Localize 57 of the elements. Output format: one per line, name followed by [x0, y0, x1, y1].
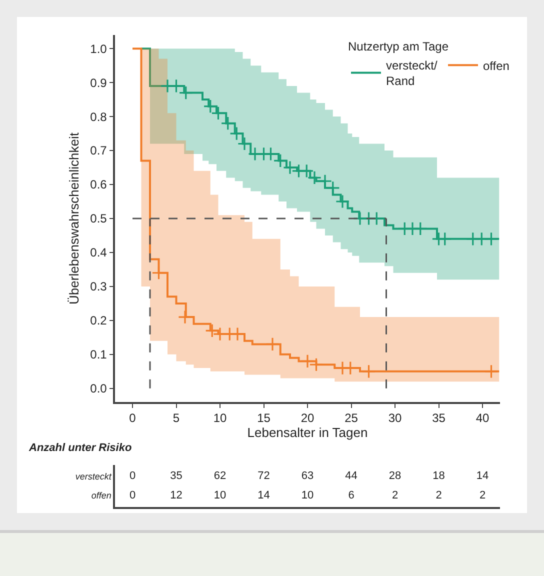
- y-tick-label: 0.0: [90, 382, 108, 396]
- x-tick-label: 20: [300, 411, 314, 426]
- x-tick-label: 40: [476, 411, 490, 426]
- y-tick-label: 0.5: [90, 212, 108, 226]
- data-label: 2: [392, 489, 398, 502]
- y-tick-label: offen: [91, 490, 112, 501]
- data-label: 0: [129, 470, 136, 482]
- y-tick-label: 0.2: [90, 314, 108, 328]
- x-tick-label: 35: [432, 411, 446, 426]
- x-tick-label: 5: [172, 411, 180, 426]
- y-tick-label: 0.6: [90, 178, 108, 192]
- x-tick-label: 25: [344, 411, 358, 426]
- y-tick-label: 0.7: [90, 144, 108, 158]
- y-tick-label: 0.9: [90, 76, 108, 90]
- data-label: 6: [348, 489, 354, 502]
- point: [413, 222, 428, 236]
- chart-title: Anzahl unter Risiko: [28, 442, 132, 454]
- data-label: 10: [214, 489, 226, 502]
- y-tick-label: 0.3: [90, 280, 108, 294]
- data-label: 12: [170, 489, 182, 502]
- point: [220, 116, 235, 130]
- data-label: 10: [301, 489, 314, 502]
- x-tick-label: 15: [257, 411, 271, 426]
- y-tick-label: 0.4: [90, 246, 108, 260]
- data-label: 72: [258, 470, 270, 482]
- x-tick-label: 30: [388, 411, 402, 426]
- point: [438, 232, 452, 246]
- point: [300, 354, 315, 368]
- data-label: 35: [170, 470, 182, 482]
- data-label: 0: [129, 489, 136, 502]
- data-label: 44: [345, 470, 358, 482]
- point: [362, 364, 376, 379]
- legend-label: offen: [483, 58, 510, 73]
- data-label: 18: [432, 470, 445, 482]
- data-label: 28: [388, 470, 402, 482]
- y-tick-label: 1.0: [90, 42, 108, 56]
- x-tick-label: 0: [129, 411, 136, 426]
- legend-title: Nutzertyp am Tage: [348, 40, 449, 54]
- point: [309, 358, 324, 372]
- x-tick-label: 10: [213, 411, 227, 426]
- point: [484, 232, 498, 246]
- data-label: 2: [436, 489, 442, 502]
- data-label: 14: [258, 489, 270, 502]
- point: [265, 337, 280, 352]
- point: [335, 194, 350, 209]
- y-axis-title: Überlebenswahrscheinlichkeit: [66, 132, 82, 304]
- data-label: 62: [214, 470, 226, 482]
- data-label: 63: [301, 470, 314, 482]
- y-tick-label: 0.8: [90, 110, 108, 124]
- legend-label: versteckt/ Rand: [386, 58, 438, 88]
- point: [152, 266, 166, 280]
- point: [484, 364, 498, 379]
- y-tick-label: versteckt: [75, 472, 112, 482]
- data-label: 2: [479, 489, 486, 502]
- y-tick-label: 0.1: [90, 348, 108, 362]
- data-label: 14: [476, 470, 489, 482]
- x-axis-title: Lebensalter in Tagen: [247, 425, 368, 440]
